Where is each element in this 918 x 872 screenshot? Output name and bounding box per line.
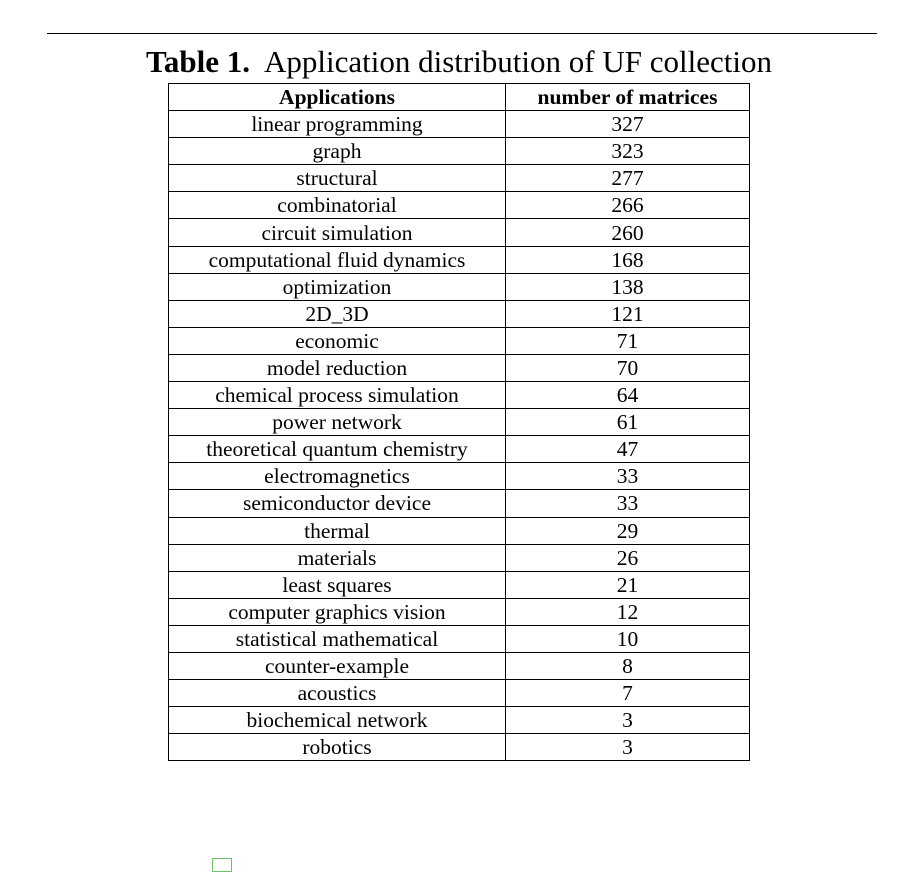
table-row: circuit simulation 260 [168,218,750,247]
application-cell: materials [168,543,506,572]
matrix-count-cell: 168 [505,245,750,274]
matrix-count-cell: 47 [505,435,750,464]
matrix-count-cell: 277 [505,164,750,193]
table-row: graph 323 [168,137,750,166]
application-cell: graph [168,137,506,166]
table-row: computational fluid dynamics 168 [168,245,750,274]
table-row: acoustics 7 [168,679,750,708]
table-row: counter-example 8 [168,651,750,681]
header-applications: Applications [168,82,506,112]
matrix-count-cell: 3 [505,733,750,762]
table-row: computer graphics vision 12 [168,597,750,626]
application-cell: circuit simulation [168,218,506,247]
application-cell: structural [168,164,506,193]
application-cell: counter-example [168,651,506,681]
matrix-count-cell: 8 [505,651,750,681]
application-cell: 2D_3D [168,299,506,328]
application-cell: thermal [168,516,506,545]
application-cell: economic [168,326,506,355]
application-cell: acoustics [168,679,506,708]
header-row: Applications number of matrices [168,82,750,112]
application-cell: model reduction [168,353,506,383]
matrix-count-cell: 61 [505,408,750,437]
application-cell: biochemical network [168,706,506,735]
application-cell: semiconductor device [168,489,506,518]
table-row: robotics 3 [168,733,750,762]
table-caption: Table 1. Application distribution of UF c… [0,42,918,82]
matrix-count-cell: 327 [505,110,750,139]
table-row: chemical process simulation 64 [168,381,750,410]
table-row: biochemical network 3 [168,706,750,735]
application-cell: optimization [168,272,506,301]
application-distribution-table: Applications number of matrices linear p… [168,82,750,762]
table-row: electromagnetics 33 [168,462,750,491]
table-row: power network 61 [168,408,750,437]
table-row: model reduction 70 [168,353,750,383]
annotation-marker [212,858,232,872]
application-cell: combinatorial [168,191,506,220]
caption-text: Application distribution of UF collectio… [263,44,772,79]
caption-label: Table 1. [146,44,250,79]
matrix-count-cell: 260 [505,218,750,247]
matrix-count-cell: 26 [505,543,750,572]
matrix-count-cell: 70 [505,353,750,383]
table-row: combinatorial 266 [168,191,750,220]
matrix-count-cell: 138 [505,272,750,301]
application-cell: statistical mathematical [168,624,506,653]
table-row: 2D_3D 121 [168,299,750,328]
matrix-count-cell: 10 [505,624,750,653]
table-row: theoretical quantum chemistry 47 [168,435,750,464]
matrix-count-cell: 64 [505,381,750,410]
table-row: linear programming 327 [168,110,750,139]
table-row: optimization 138 [168,272,750,301]
table-body: linear programming 327 graph 323 structural 2… [168,110,750,762]
application-cell: computer graphics vision [168,597,506,626]
matrix-count-cell: 121 [505,299,750,328]
table-row: materials 26 [168,543,750,572]
matrix-count-cell: 33 [505,462,750,491]
application-cell: computational fluid dynamics [168,245,506,274]
application-cell: electromagnetics [168,462,506,491]
matrix-count-cell: 3 [505,706,750,735]
matrix-count-cell: 33 [505,489,750,518]
matrix-count-cell: 266 [505,191,750,220]
table-row: structural 277 [168,164,750,193]
table-row: statistical mathematical 10 [168,624,750,653]
matrix-count-cell: 21 [505,570,750,599]
application-cell: least squares [168,570,506,599]
application-cell: chemical process simulation [168,381,506,410]
matrix-count-cell: 323 [505,137,750,166]
table-row: semiconductor device 33 [168,489,750,518]
application-cell: theoretical quantum chemistry [168,435,506,464]
matrix-count-cell: 71 [505,326,750,355]
matrix-count-cell: 12 [505,597,750,626]
application-cell: robotics [168,733,506,762]
matrix-count-cell: 29 [505,516,750,545]
table-row: economic 71 [168,326,750,355]
table-row: thermal 29 [168,516,750,545]
application-cell: linear programming [168,110,506,139]
matrix-count-cell: 7 [505,679,750,708]
application-cell: power network [168,408,506,437]
header-number-of-matrices: number of matrices [505,82,750,112]
top-rule [47,33,877,34]
table-row: least squares 21 [168,570,750,599]
